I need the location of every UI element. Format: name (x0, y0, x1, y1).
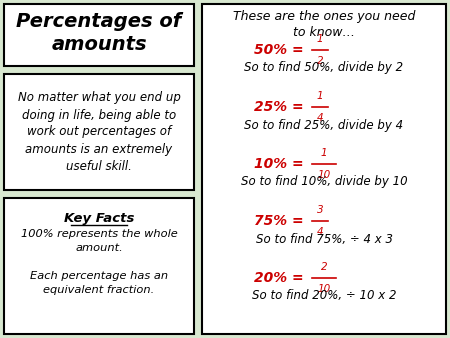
Text: 4: 4 (317, 227, 323, 237)
Text: 10: 10 (317, 170, 331, 180)
Text: 1: 1 (317, 34, 323, 44)
Text: So to find 25%, divide by 4: So to find 25%, divide by 4 (244, 119, 404, 131)
Text: 1: 1 (321, 148, 327, 158)
FancyBboxPatch shape (4, 198, 194, 334)
Text: So to find 10%, divide by 10: So to find 10%, divide by 10 (241, 175, 407, 189)
Text: These are the ones you need
to know…: These are the ones you need to know… (233, 10, 415, 39)
Text: 75% =: 75% = (253, 214, 308, 228)
Text: 10% =: 10% = (253, 157, 308, 171)
FancyBboxPatch shape (202, 4, 446, 334)
Text: 50% =: 50% = (253, 43, 308, 57)
Text: 100% represents the whole
amount.

Each percentage has an
equivalent fraction.: 100% represents the whole amount. Each p… (21, 229, 177, 295)
Text: Key Facts: Key Facts (64, 212, 134, 225)
FancyBboxPatch shape (4, 74, 194, 190)
Text: Percentages of
amounts: Percentages of amounts (16, 12, 182, 54)
Text: So to find 50%, divide by 2: So to find 50%, divide by 2 (244, 62, 404, 74)
Text: No matter what you end up
doing in life, being able to
work out percentages of
a: No matter what you end up doing in life,… (18, 92, 180, 172)
Text: 1: 1 (317, 91, 323, 101)
Text: 2: 2 (317, 56, 323, 66)
Text: 10: 10 (317, 284, 331, 294)
Text: 4: 4 (317, 113, 323, 123)
Text: 3: 3 (317, 205, 323, 215)
Text: So to find 20%, ÷ 10 x 2: So to find 20%, ÷ 10 x 2 (252, 290, 396, 303)
Text: So to find 75%, ÷ 4 x 3: So to find 75%, ÷ 4 x 3 (256, 233, 392, 245)
FancyBboxPatch shape (4, 4, 194, 66)
Text: 20% =: 20% = (253, 271, 308, 285)
Text: 25% =: 25% = (253, 100, 308, 114)
Text: 2: 2 (321, 262, 327, 272)
